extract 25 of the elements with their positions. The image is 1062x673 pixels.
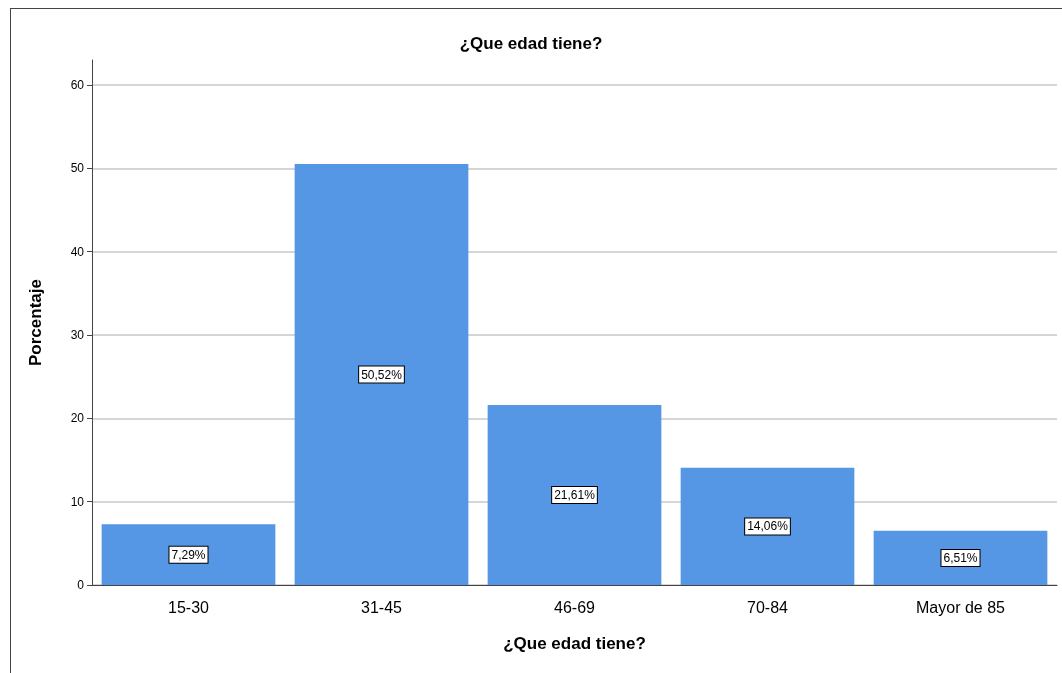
y-tick-label: 10 bbox=[70, 494, 85, 509]
data-label: 6,51% bbox=[943, 550, 978, 565]
data-label: 14,06% bbox=[747, 519, 789, 534]
x-axis-title: ¿Que edad tiene? bbox=[503, 634, 646, 653]
x-tick-label: 46-69 bbox=[554, 598, 596, 616]
bar bbox=[680, 467, 855, 585]
x-tick-label: 70-84 bbox=[747, 598, 789, 616]
bar bbox=[873, 530, 1048, 585]
y-tick-label: 0 bbox=[77, 578, 85, 592]
y-tick-label: 60 bbox=[70, 78, 85, 92]
chart-title: ¿Que edad tiene? bbox=[459, 34, 603, 53]
bar bbox=[101, 524, 276, 585]
data-label: 7,29% bbox=[171, 547, 206, 562]
y-tick-label: 30 bbox=[70, 328, 85, 342]
x-tick-label: 15-30 bbox=[168, 598, 210, 616]
x-tick-label: 31-45 bbox=[361, 598, 403, 616]
y-tick-label: 20 bbox=[70, 411, 85, 426]
y-tick-label: 50 bbox=[70, 161, 85, 176]
y-axis-title: Porcentaje bbox=[26, 279, 45, 366]
y-tick-label: 40 bbox=[70, 244, 85, 259]
data-label: 50,52% bbox=[361, 367, 403, 382]
x-tick-label: Mayor de 85 bbox=[916, 598, 1006, 616]
bar bbox=[487, 404, 662, 585]
data-label: 21,61% bbox=[554, 487, 596, 502]
bar bbox=[294, 164, 469, 585]
